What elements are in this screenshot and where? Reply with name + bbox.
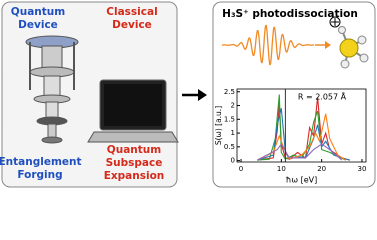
laptop-drawing	[87, 79, 179, 143]
y-tick-label: 2	[231, 102, 235, 110]
pulse-arrow-head	[325, 41, 331, 49]
y-tick-label: 1	[231, 129, 235, 137]
x-tick-label: 30	[358, 165, 367, 173]
quantum-device-label: Quantum	[11, 6, 65, 18]
arrow-head	[198, 89, 207, 101]
classical-device-label: Device	[112, 19, 152, 31]
entanglement-forging-label: Entanglement	[0, 156, 82, 168]
qse-label: Expansion	[104, 170, 165, 182]
qse-label: Subspace	[106, 157, 163, 169]
classical-device-label: Classical	[106, 6, 157, 18]
x-tick-label: 10	[277, 165, 286, 173]
x-tick-label: 20	[317, 165, 326, 173]
right-panel	[212, 1, 376, 188]
entanglement-forging-label: Forging	[17, 169, 62, 181]
qse-label: Quantum	[107, 144, 161, 156]
panel-title: H₃S⁺ photodissociation	[222, 8, 358, 20]
y-tick-label: 0	[231, 157, 235, 165]
x-tick-label: 0	[239, 165, 243, 173]
y-tick-label: 1.5	[224, 115, 235, 123]
y-tick-label: 2.5	[224, 88, 235, 96]
quantum-device-label: Device	[18, 19, 58, 31]
quantum-device-drawing	[25, 35, 79, 144]
spectrum-line	[256, 143, 343, 161]
laser-pulse	[222, 24, 314, 66]
y-tick-label: 0.5	[224, 143, 235, 151]
plot-frame	[236, 88, 367, 163]
annotation: R = 2.057 Å	[298, 91, 347, 102]
graphical-abstract: H₃S⁺ photodissociation 0 0.5 1 1.5 2 2.5 0 10 20…	[0, 1, 376, 188]
molecule	[329, 16, 369, 69]
spectrum-line	[256, 113, 347, 161]
x-axis-label: ħω [eV]	[286, 176, 317, 185]
y-axis-label: S(ω) [a.u.]	[214, 106, 223, 145]
